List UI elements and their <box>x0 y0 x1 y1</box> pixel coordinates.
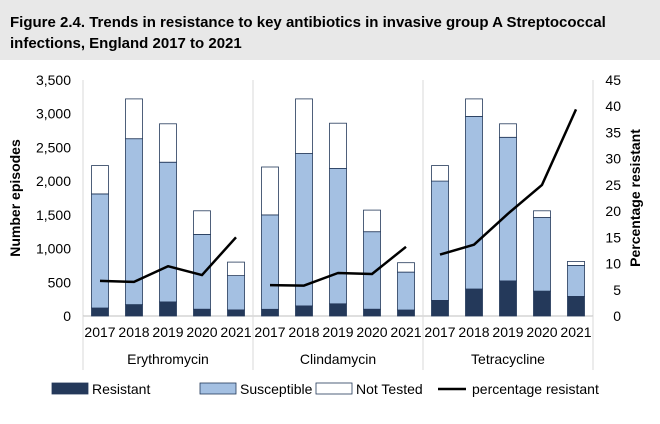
bar-not-tested <box>193 210 211 235</box>
y2-tick-label: 30 <box>605 151 621 167</box>
x-group-label: Erythromycin <box>127 351 209 367</box>
bar-not-tested <box>125 98 143 140</box>
bar-resistant <box>159 301 177 317</box>
legend-swatch-resistant <box>51 382 89 395</box>
x-group-label: Tetracycline <box>471 351 545 367</box>
bar-resistant <box>363 308 381 317</box>
bar-susceptible <box>227 275 245 311</box>
bar-resistant <box>499 280 517 317</box>
bar-not-tested <box>227 261 245 277</box>
x-tick-label-year: 2018 <box>288 324 319 340</box>
y2-tick-label: 35 <box>605 124 621 140</box>
percentage-lines <box>99 108 578 287</box>
y2-tick-label: 45 <box>605 72 621 88</box>
bar-not-tested <box>295 98 313 154</box>
bar-resistant <box>431 300 449 317</box>
legend-label: percentage resistant <box>472 381 599 397</box>
y2-tick-label: 10 <box>605 256 621 272</box>
bar-susceptible <box>261 214 279 310</box>
y2-tick-label: 40 <box>605 98 621 114</box>
bar-not-tested <box>567 260 585 266</box>
y-tick-label: 3,500 <box>36 72 71 88</box>
y2-tick-label: 25 <box>605 177 621 193</box>
bar-resistant <box>91 307 109 317</box>
bar-resistant <box>227 309 245 317</box>
bar-resistant <box>261 308 279 317</box>
x-tick-label-year: 2021 <box>560 324 591 340</box>
legend-label: Susceptible <box>240 381 313 397</box>
legend-swatch-susceptible <box>199 382 237 395</box>
bar-not-tested <box>329 122 347 169</box>
bar-susceptible <box>193 233 211 310</box>
bar-not-tested <box>91 165 109 195</box>
legend-label: Not Tested <box>356 381 423 397</box>
bar-resistant <box>567 295 585 317</box>
y-tick-label: 3,000 <box>36 106 71 122</box>
bar-resistant <box>465 288 483 317</box>
x-tick-label-year: 2019 <box>492 324 523 340</box>
x-tick-label-year: 2017 <box>254 324 285 340</box>
bar-not-tested <box>397 262 415 273</box>
y2-axis-title: Percentage resistant <box>627 129 643 267</box>
bar-not-tested <box>363 209 381 233</box>
chart-title: Figure 2.4. Trends in resistance to key … <box>10 14 606 52</box>
bar-not-tested <box>431 165 449 182</box>
y-axis-title: Number episodes <box>7 139 23 257</box>
y2-tick-label: 15 <box>605 229 621 245</box>
x-tick-label-year: 2018 <box>118 324 149 340</box>
bar-resistant <box>193 308 211 317</box>
bar-susceptible <box>533 217 551 292</box>
y-tick-label: 1,000 <box>36 241 71 257</box>
y2-tick-label: 20 <box>605 203 621 219</box>
bar-susceptible <box>397 271 415 311</box>
x-tick-label-year: 2020 <box>186 324 217 340</box>
x-tick-label-year: 2018 <box>458 324 489 340</box>
percentage-resistant-line <box>439 108 578 256</box>
x-tick-label-year: 2021 <box>390 324 421 340</box>
bar-susceptible <box>567 264 585 297</box>
bars <box>91 98 585 317</box>
x-tick-label-year: 2020 <box>356 324 387 340</box>
y2-tick-label: 5 <box>613 282 621 298</box>
bar-not-tested <box>465 98 483 117</box>
percentage-resistant-line <box>99 236 237 284</box>
axis-labels: 0 500 1,000 1,500 2,000 2,500 3,000 3,500 0 5 10 15… <box>7 72 643 367</box>
legend-swatch-not-tested <box>315 382 353 395</box>
bar-susceptible <box>431 180 449 301</box>
y-tick-label: 1,500 <box>36 207 71 223</box>
y-tick-label: 500 <box>48 274 72 290</box>
bar-resistant <box>295 305 313 317</box>
y-tick-label: 0 <box>63 308 71 324</box>
x-tick-label-year: 2019 <box>152 324 183 340</box>
bar-not-tested <box>499 123 517 138</box>
x-group-label: Clindamycin <box>300 351 376 367</box>
y-tick-label: 2,000 <box>36 173 71 189</box>
percentage-resistant-line <box>269 245 407 287</box>
bar-susceptible <box>465 116 483 290</box>
bar-susceptible <box>329 167 347 305</box>
bar-not-tested <box>533 210 551 218</box>
bar-resistant <box>329 303 347 317</box>
bar-susceptible <box>159 161 177 303</box>
y2-tick-label: 0 <box>613 308 621 324</box>
y-tick-label: 2,500 <box>36 139 71 155</box>
x-tick-label-year: 2019 <box>322 324 353 340</box>
x-tick-label-year: 2020 <box>526 324 557 340</box>
legend: Resistant Susceptible Not Tested percentage… <box>51 381 599 397</box>
bar-resistant <box>397 309 415 317</box>
legend-label: Resistant <box>92 381 150 397</box>
bar-resistant <box>125 304 143 317</box>
bar-resistant <box>533 290 551 317</box>
title-band: Figure 2.4. Trends in resistance to key … <box>0 0 660 60</box>
bar-not-tested <box>261 166 279 216</box>
bar-not-tested <box>159 123 177 163</box>
x-tick-label-year: 2021 <box>220 324 251 340</box>
x-tick-label-year: 2017 <box>84 324 115 340</box>
bar-susceptible <box>91 193 109 309</box>
x-tick-label-year: 2017 <box>424 324 455 340</box>
